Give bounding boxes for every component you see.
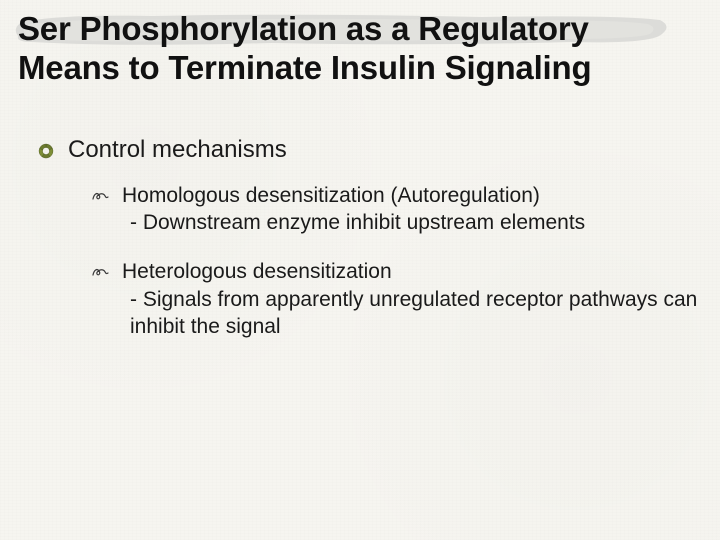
level1-heading: Control mechanisms xyxy=(68,136,287,164)
bullet-level2: Homologous desensitization (Autoregulati… xyxy=(92,182,702,237)
item-main: Homologous desensitization (Autoregulati… xyxy=(122,184,540,207)
title-block: Ser Phosphorylation as a Regulatory Mean… xyxy=(18,10,702,94)
slide-body: Control mechanisms Homologous desensitiz… xyxy=(18,94,702,340)
item-sub: - Downstream enzyme inhibit upstream ele… xyxy=(122,209,585,236)
scribble-bullet-icon xyxy=(92,265,110,279)
spin-bullet-icon xyxy=(38,143,54,159)
title-line-1: Ser Phosphorylation as a Regulatory xyxy=(18,10,589,47)
scribble-bullet-icon xyxy=(92,189,110,203)
slide-title: Ser Phosphorylation as a Regulatory Mean… xyxy=(18,10,702,88)
slide: Ser Phosphorylation as a Regulatory Mean… xyxy=(0,0,720,540)
level2-text: Homologous desensitization (Autoregulati… xyxy=(122,182,585,237)
bullet-level2: Heterologous desensitization - Signals f… xyxy=(92,258,702,340)
item-sub: - Signals from apparently unregulated re… xyxy=(122,286,702,341)
title-line-2: Means to Terminate Insulin Signaling xyxy=(18,49,591,86)
bullet-level1: Control mechanisms xyxy=(38,136,702,164)
level2-text: Heterologous desensitization - Signals f… xyxy=(122,258,702,340)
item-main: Heterologous desensitization xyxy=(122,260,392,283)
level2-group: Homologous desensitization (Autoregulati… xyxy=(38,182,702,340)
